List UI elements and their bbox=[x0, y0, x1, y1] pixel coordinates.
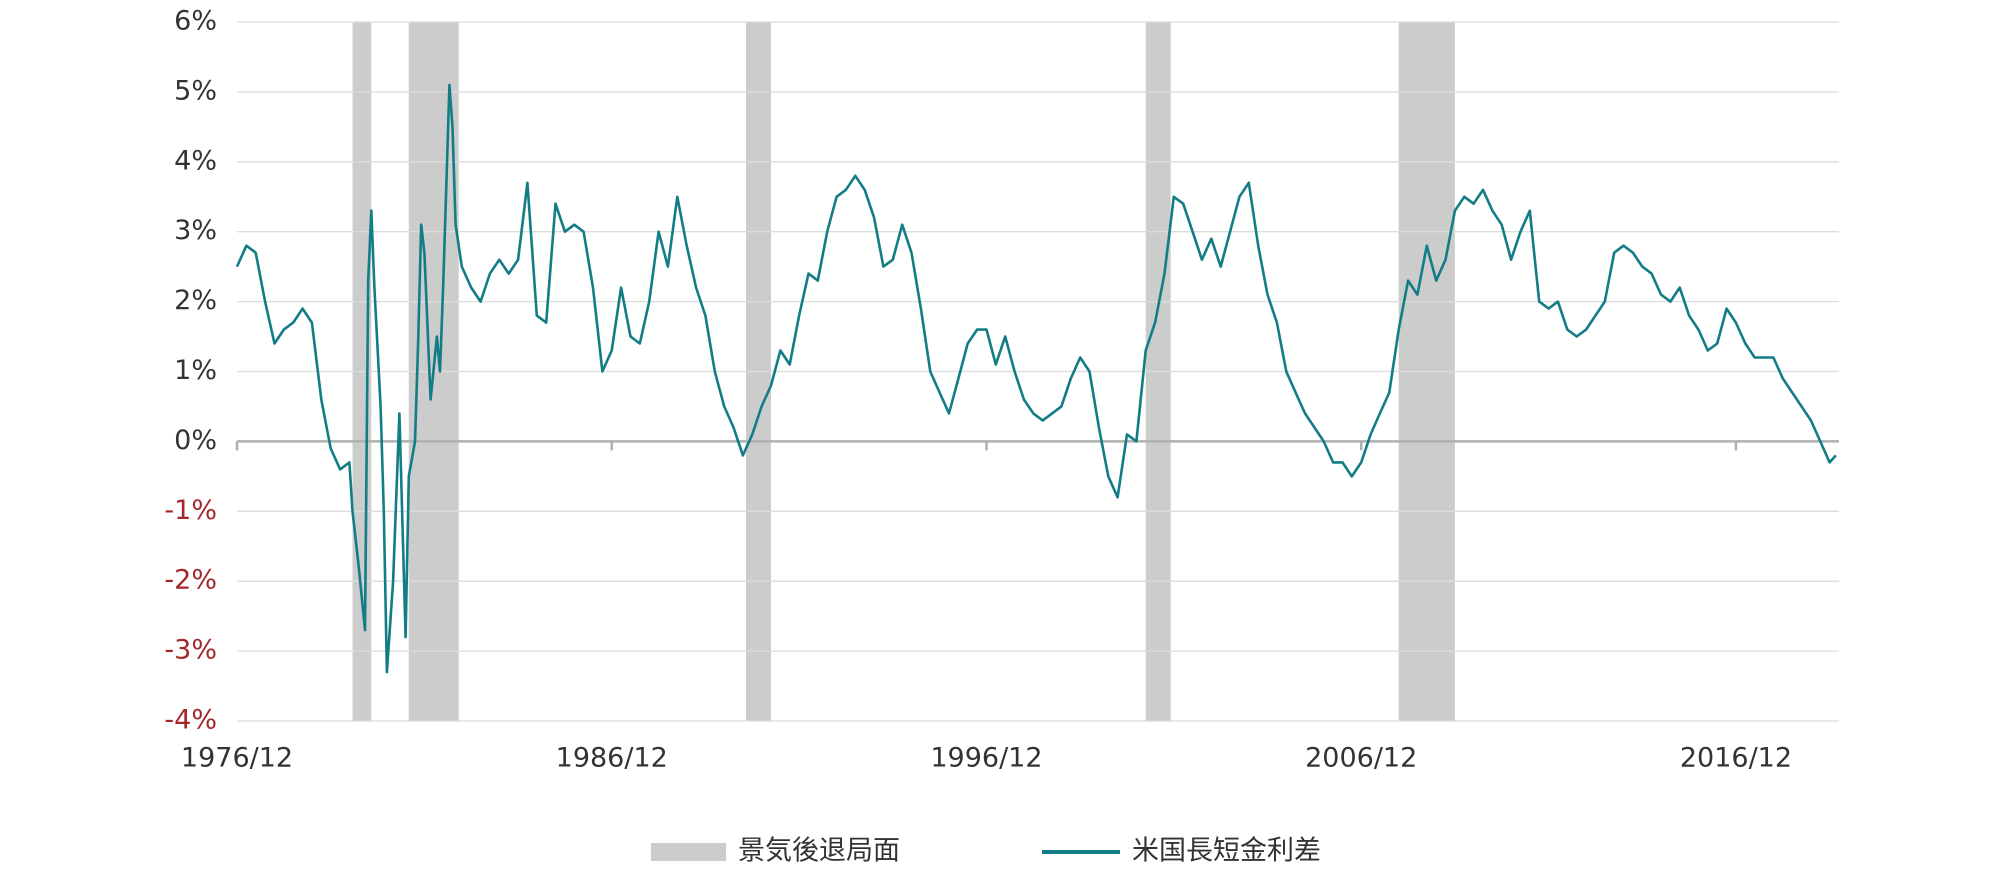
x-tick-label: 1986/12 bbox=[556, 743, 668, 774]
y-tick-label: 5% bbox=[174, 75, 217, 106]
y-tick-label: -2% bbox=[164, 565, 217, 596]
x-tick-label: 2016/12 bbox=[1680, 743, 1792, 774]
y-tick-label: -4% bbox=[164, 705, 217, 736]
legend-label: 景気後退局面 bbox=[738, 836, 900, 867]
legend-label: 米国長短金利差 bbox=[1132, 836, 1321, 867]
y-tick-label: 4% bbox=[174, 145, 217, 176]
x-tick-label: 2006/12 bbox=[1305, 743, 1417, 774]
x-tick-label: 1996/12 bbox=[930, 743, 1042, 774]
y-tick-label: 3% bbox=[174, 215, 217, 246]
y-tick-label: 0% bbox=[174, 425, 217, 456]
y-tick-label: 1% bbox=[174, 355, 217, 386]
y-tick-label: 6% bbox=[174, 6, 217, 37]
spread-line bbox=[235, 83, 1837, 674]
y-tick-label: -3% bbox=[164, 635, 217, 666]
legend-swatch bbox=[651, 843, 726, 861]
y-tick-label: -1% bbox=[164, 495, 217, 526]
x-tick-label: 1976/12 bbox=[181, 743, 293, 774]
y-tick-label: 2% bbox=[174, 285, 217, 316]
